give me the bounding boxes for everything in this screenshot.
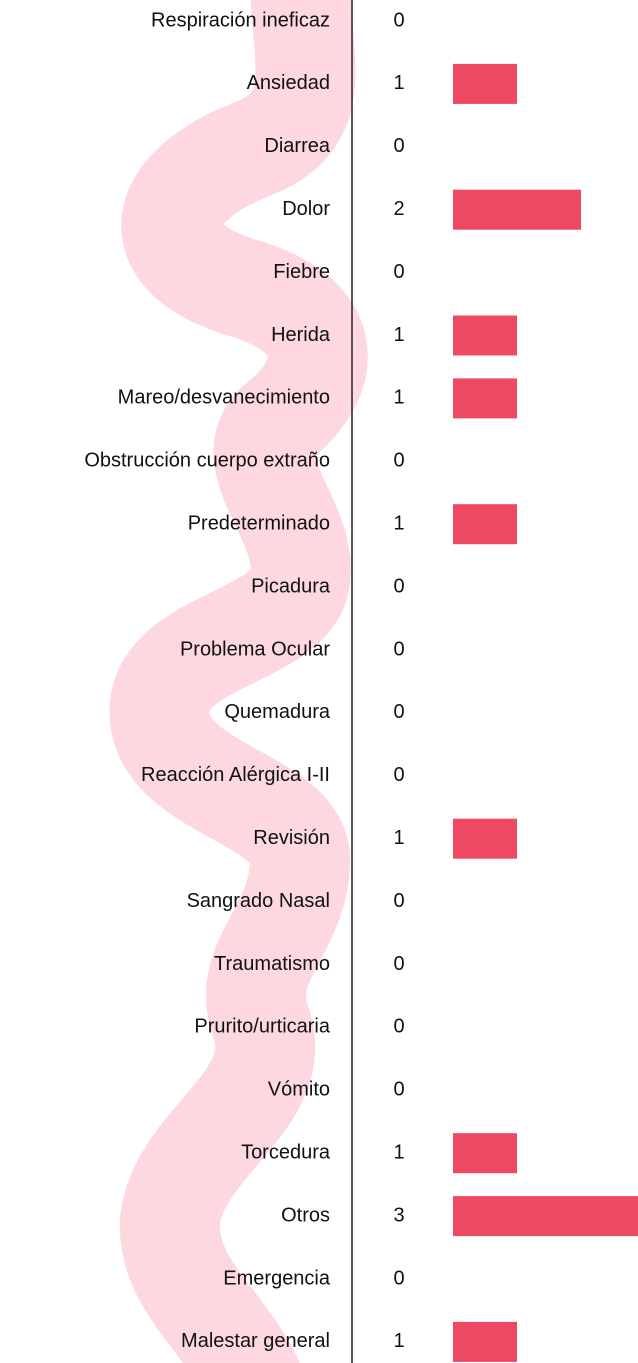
category-label: Prurito/urticaria xyxy=(194,1016,330,1038)
value-label: 0 xyxy=(393,135,404,157)
category-label: Herida xyxy=(271,324,331,346)
value-label: 1 xyxy=(393,1141,404,1163)
value-label: 0 xyxy=(393,890,404,912)
value-label: 0 xyxy=(393,701,404,723)
category-label: Torcedura xyxy=(241,1141,331,1163)
value-label: 0 xyxy=(393,575,404,597)
value-label: 0 xyxy=(393,261,404,283)
value-label: 0 xyxy=(393,638,404,660)
category-label: Reacción Alérgica I-II xyxy=(141,764,330,786)
category-label: Obstrucción cuerpo extraño xyxy=(84,450,330,472)
value-label: 0 xyxy=(393,764,404,786)
chart: Respiración ineficaz 0 Ansiedad 1 Diarrea 0 Do… xyxy=(0,0,638,1363)
category-label: Problema Ocular xyxy=(180,638,330,660)
value-label: 1 xyxy=(393,512,404,534)
category-label: Dolor xyxy=(282,198,330,220)
value-label: 1 xyxy=(393,387,404,409)
bar xyxy=(453,1133,517,1173)
category-label: Quemadura xyxy=(224,701,330,723)
category-label: Revisión xyxy=(253,827,330,849)
value-label: 0 xyxy=(393,9,404,31)
category-label: Fiebre xyxy=(273,261,330,283)
category-label: Otros xyxy=(281,1204,330,1226)
value-label: 1 xyxy=(393,324,404,346)
category-label: Predeterminado xyxy=(188,512,330,534)
value-label: 0 xyxy=(393,1267,404,1289)
value-label: 1 xyxy=(393,827,404,849)
category-label: Diarrea xyxy=(264,135,330,157)
value-label: 0 xyxy=(393,450,404,472)
bar xyxy=(453,819,517,859)
value-label: 1 xyxy=(393,1330,404,1352)
bar xyxy=(453,504,517,544)
category-label: Ansiedad xyxy=(247,72,330,94)
category-label: Sangrado Nasal xyxy=(187,890,330,912)
bar xyxy=(453,190,581,230)
value-label: 3 xyxy=(393,1204,404,1226)
category-label: Mareo/desvanecimiento xyxy=(118,387,330,409)
bar xyxy=(453,64,517,104)
bar xyxy=(453,1322,517,1362)
value-label: 0 xyxy=(393,953,404,975)
category-label: Picadura xyxy=(251,575,331,597)
category-label: Respiración ineficaz xyxy=(151,9,330,31)
bar xyxy=(453,1196,638,1236)
bar xyxy=(453,378,517,418)
value-label: 2 xyxy=(393,198,404,220)
bar xyxy=(453,316,517,356)
value-label: 1 xyxy=(393,72,404,94)
value-label: 0 xyxy=(393,1079,404,1101)
category-label: Vómito xyxy=(268,1079,330,1101)
category-label: Traumatismo xyxy=(214,953,330,975)
category-label: Malestar general xyxy=(181,1330,330,1352)
category-label: Emergencia xyxy=(223,1267,331,1289)
value-label: 0 xyxy=(393,1016,404,1038)
